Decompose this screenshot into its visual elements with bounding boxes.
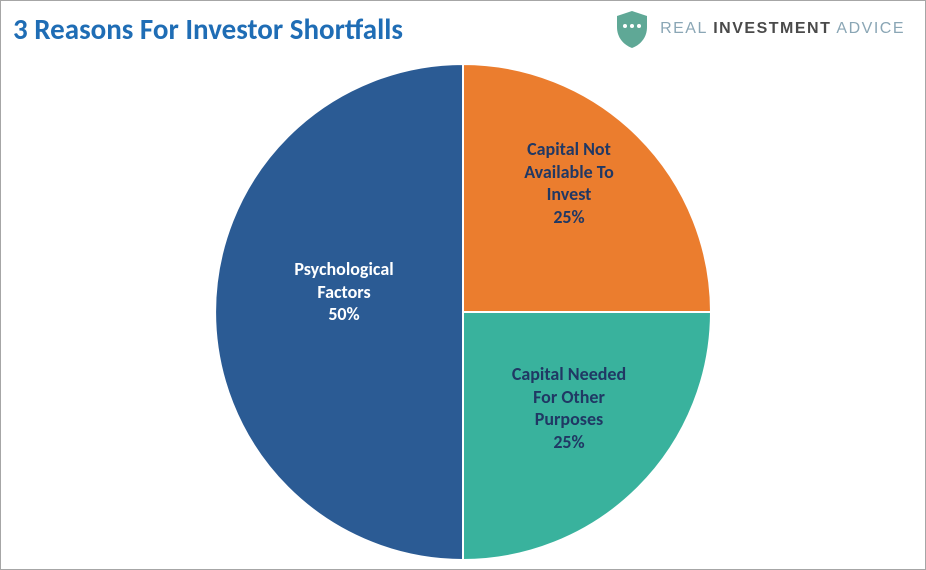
chart-area: Capital Not Available To Invest 25% Capit… [1,63,925,569]
shield-path [617,11,647,48]
slice-label-1: Capital Needed For Other Purposes 25% [474,363,664,453]
brand-word-invest: INVESTMENT [713,20,831,37]
chart-title: 3 Reasons For Investor Shortfalls [13,11,403,47]
brand-word-advice: ADVICE [836,20,905,37]
dot-icon [623,24,627,28]
header: 3 Reasons For Investor Shortfalls REAL I… [1,1,925,49]
chart-frame: 3 Reasons For Investor Shortfalls REAL I… [0,0,926,570]
brand-word-real: REAL [660,20,707,37]
brand: REAL INVESTMENT ADVICE [614,9,905,49]
dot-icon [637,24,641,28]
slice-label-2: Psychological Factors 50% [254,258,434,326]
dot-icon [630,24,634,28]
pie-chart: Capital Not Available To Invest 25% Capit… [214,63,712,561]
brand-text: REAL INVESTMENT ADVICE [660,20,905,38]
slice-label-0: Capital Not Available To Invest 25% [479,138,659,228]
shield-icon [614,9,650,49]
